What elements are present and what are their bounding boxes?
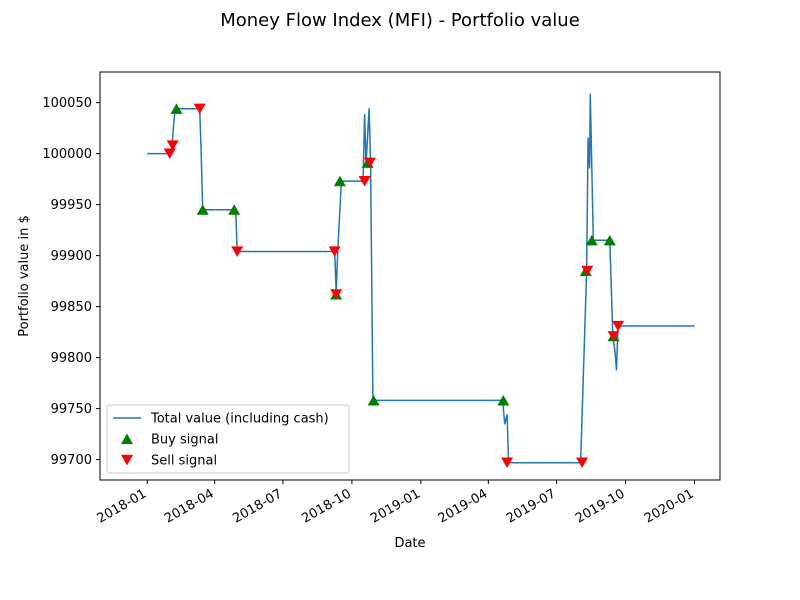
sell-signal-marker bbox=[163, 148, 176, 159]
sell-signal-marker bbox=[328, 246, 341, 257]
y-tick-label: 99700 bbox=[51, 453, 92, 468]
legend: Total value (including cash) Buy signal Se… bbox=[106, 404, 350, 474]
data-markers bbox=[163, 103, 625, 469]
sell-signal-marker bbox=[607, 331, 620, 342]
plot-frame bbox=[99, 71, 721, 481]
y-tick-label: 99900 bbox=[51, 249, 92, 264]
y-tick-label: 99950 bbox=[51, 198, 92, 213]
sell-signal-marker bbox=[358, 176, 371, 187]
y-tick-label: 99800 bbox=[51, 351, 92, 366]
legend-label: Total value (including cash) bbox=[150, 412, 329, 427]
sell-signal-marker bbox=[581, 265, 594, 277]
sell-signal-marker bbox=[231, 246, 244, 257]
sell-signal-marker bbox=[576, 457, 589, 469]
y-axis: 99700 99750 99800 99850 99900 99950 100000 1000… bbox=[42, 96, 100, 468]
y-tick-label: 99750 bbox=[51, 402, 92, 417]
legend-swatch-buy bbox=[121, 433, 133, 445]
buy-signal-marker bbox=[196, 204, 209, 215]
sell-signal-marker bbox=[501, 457, 514, 469]
chart-title: Money Flow Index (MFI) - Portfolio value bbox=[220, 10, 580, 31]
buy-signal-marker bbox=[585, 234, 598, 246]
legend-label: Buy signal bbox=[151, 433, 218, 448]
sell-signal-marker bbox=[612, 320, 625, 332]
legend-swatch-sell bbox=[121, 454, 133, 466]
buy-signal-marker bbox=[497, 395, 510, 406]
x-axis-label: Date bbox=[394, 536, 425, 551]
sell-signal-marker bbox=[330, 289, 343, 300]
y-tick-label: 100050 bbox=[42, 96, 92, 111]
y-axis-label: Portfolio value in $ bbox=[17, 215, 32, 337]
sell-signal-marker bbox=[363, 157, 376, 169]
buy-signal-marker bbox=[170, 103, 183, 114]
buy-signal-marker bbox=[603, 234, 616, 246]
legend-box bbox=[106, 404, 350, 474]
y-tick-label: 100000 bbox=[42, 147, 92, 162]
sell-signal-marker bbox=[193, 103, 206, 115]
buy-signal-marker bbox=[228, 204, 241, 215]
buy-signal-marker bbox=[367, 395, 380, 406]
sell-signal-marker bbox=[166, 140, 179, 151]
y-tick-label: 99850 bbox=[51, 300, 92, 315]
buy-signal-marker bbox=[333, 175, 346, 187]
legend-label: Sell signal bbox=[151, 454, 217, 469]
